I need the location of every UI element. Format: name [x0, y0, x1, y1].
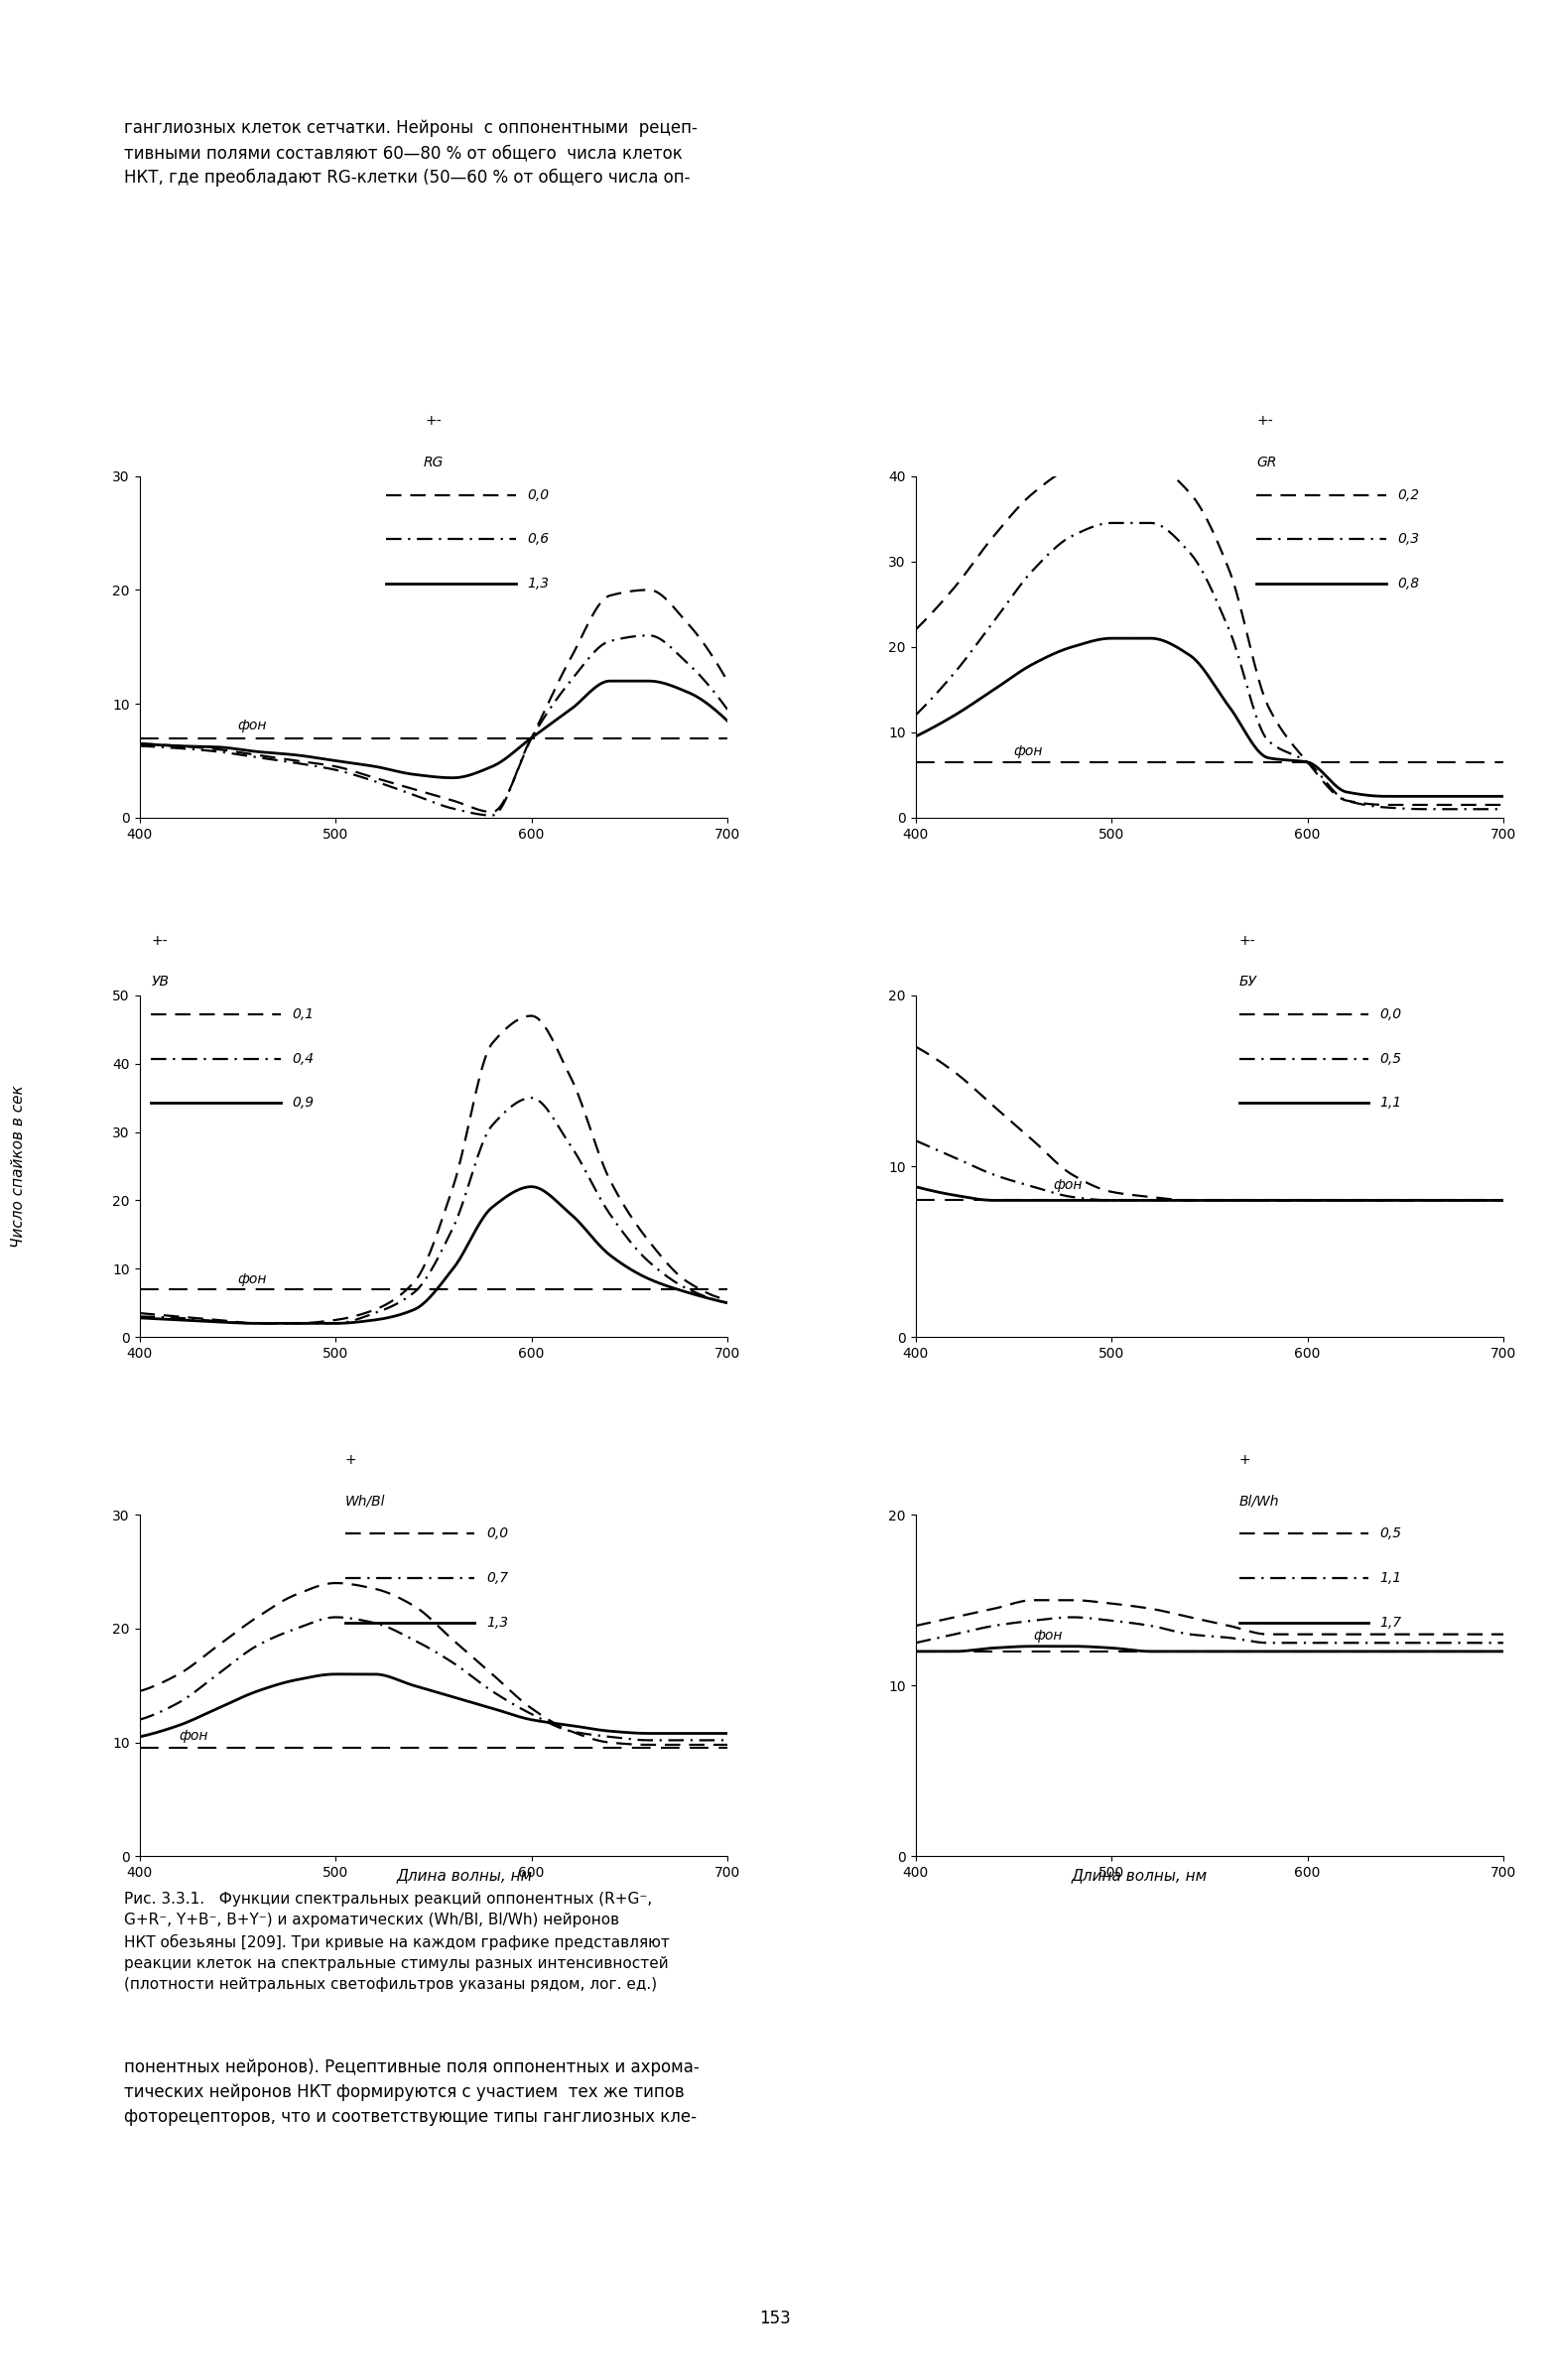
Text: +-: +-	[1257, 414, 1273, 428]
Text: 1,1: 1,1	[1380, 1571, 1403, 1585]
Text: +-: +-	[1238, 933, 1256, 947]
Text: 0,0: 0,0	[1380, 1007, 1403, 1021]
Text: БУ: БУ	[1238, 976, 1257, 988]
Text: Wh/Bl: Wh/Bl	[346, 1495, 386, 1509]
Text: 0,1: 0,1	[293, 1007, 315, 1021]
Text: 153: 153	[760, 2309, 790, 2328]
Text: фон: фон	[237, 1271, 267, 1285]
Text: Длина волны, нм: Длина волны, нм	[1071, 1868, 1207, 1883]
Text: 0,7: 0,7	[487, 1571, 508, 1585]
Text: Рис. 3.3.1.   Функции спектральных реакций оппонентных (R+G⁻,
G+R⁻, Y+B⁻, B+Y⁻) : Рис. 3.3.1. Функции спектральных реакций…	[124, 1892, 670, 1992]
Text: 0,5: 0,5	[1380, 1052, 1403, 1066]
Text: RG: RG	[423, 455, 443, 469]
Text: +: +	[346, 1452, 357, 1466]
Text: фон: фон	[1034, 1628, 1062, 1642]
Text: 0,9: 0,9	[293, 1097, 315, 1109]
Text: Число спайков в сек: Число спайков в сек	[11, 1085, 26, 1247]
Text: 1,7: 1,7	[1380, 1616, 1403, 1630]
Text: 0,0: 0,0	[487, 1526, 508, 1540]
Text: 0,3: 0,3	[1398, 533, 1420, 545]
Text: 0,6: 0,6	[527, 533, 550, 545]
Text: 1,3: 1,3	[527, 576, 550, 590]
Text: +: +	[1238, 1452, 1251, 1466]
Text: +-: +-	[152, 933, 167, 947]
Text: Длина волны, нм: Длина волны, нм	[397, 1868, 533, 1883]
Text: 0,5: 0,5	[1380, 1526, 1403, 1540]
Text: 1,1: 1,1	[1380, 1097, 1403, 1109]
Text: 0,8: 0,8	[1398, 576, 1420, 590]
Text: GR: GR	[1257, 455, 1277, 469]
Text: фон: фон	[237, 719, 267, 733]
Text: УВ: УВ	[152, 976, 169, 988]
Text: 1,3: 1,3	[487, 1616, 508, 1630]
Text: Bl/Wh: Bl/Wh	[1238, 1495, 1279, 1509]
Text: ганглиозных клеток сетчатки. Нейроны  с оппонентными  рецеп-
тивными полями сост: ганглиозных клеток сетчатки. Нейроны с о…	[124, 119, 698, 188]
Text: фон: фон	[178, 1728, 208, 1742]
Text: понентных нейронов). Рецептивные поля оппонентных и ахрома-
тических нейронов НК: понентных нейронов). Рецептивные поля оп…	[124, 2059, 699, 2125]
Text: 0,0: 0,0	[527, 488, 550, 502]
Text: 0,4: 0,4	[293, 1052, 315, 1066]
Text: фон: фон	[1014, 745, 1043, 757]
Text: +-: +-	[425, 414, 442, 428]
Text: 0,2: 0,2	[1398, 488, 1420, 502]
Text: фон: фон	[1052, 1178, 1082, 1192]
